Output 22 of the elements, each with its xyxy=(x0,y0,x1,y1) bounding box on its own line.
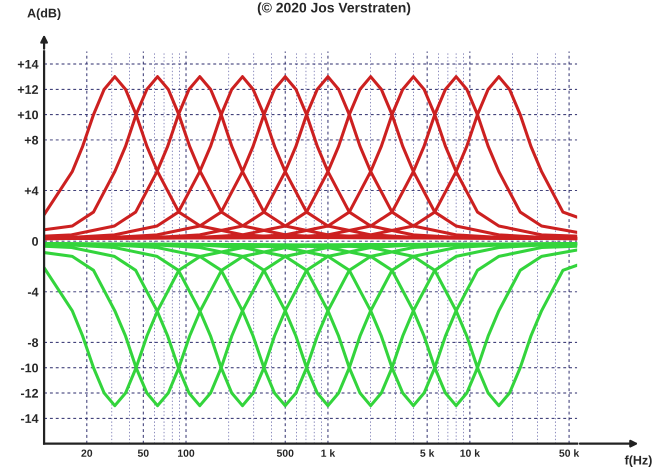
x-tick-label: 1 k xyxy=(321,449,336,457)
x-tick-label: 10 k xyxy=(460,449,480,457)
x-tick-label: 50 k xyxy=(559,449,580,457)
y-tick-label: -14 xyxy=(20,414,38,423)
y-tick-label: -8 xyxy=(28,338,38,348)
x-tick-label: 500 xyxy=(276,449,294,457)
y-tick-label: +4 xyxy=(24,186,38,196)
y-tick-label: +12 xyxy=(18,85,38,94)
x-axis-title: f(Hz) xyxy=(624,455,652,467)
x-tick-label: 100 xyxy=(178,449,194,457)
y-tick-label: -4 xyxy=(28,288,38,296)
chart-title: (© 2020 Jos Verstraten) xyxy=(258,2,410,16)
x-tick-label: 50 xyxy=(138,449,149,457)
y-axis-title: A(dB) xyxy=(27,8,60,20)
y-tick-label: +8 xyxy=(24,136,38,145)
y-tick-label: 0 xyxy=(32,236,38,246)
x-tick-label: 20 xyxy=(81,449,92,457)
y-tick-label: -10 xyxy=(20,364,38,372)
x-tick-label: 5 k xyxy=(420,449,434,457)
y-tick-label: -12 xyxy=(20,388,38,398)
y-tick-label: +14 xyxy=(18,60,38,69)
y-tick-label: +10 xyxy=(18,110,38,120)
